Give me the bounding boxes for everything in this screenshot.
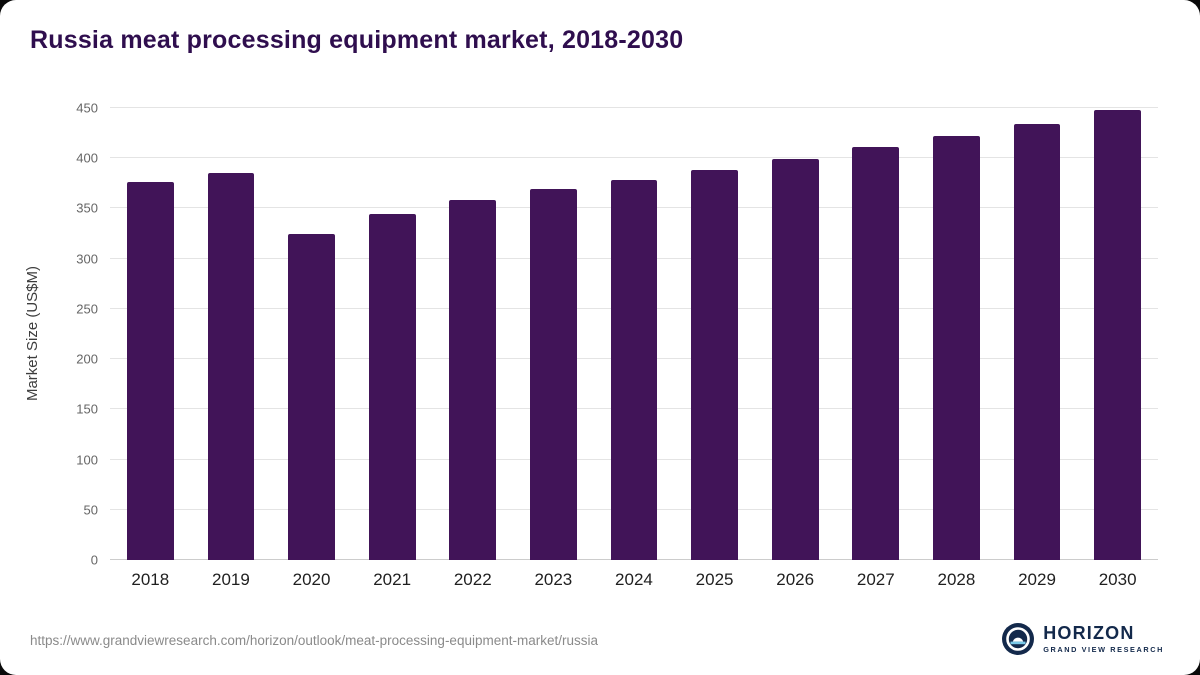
bar-slot	[191, 108, 272, 560]
bar-2021	[368, 214, 416, 560]
bar-2020	[288, 233, 335, 560]
bar-2022	[449, 200, 497, 560]
bar-slot	[352, 108, 433, 560]
x-tick-label: 2021	[373, 570, 412, 589]
bar-2025	[691, 170, 738, 560]
bar-2030	[1094, 110, 1141, 560]
y-tick-label: 250	[76, 301, 98, 317]
x-tick-label: 2029	[1018, 570, 1056, 589]
x-axis-labels: 2018 2019 2020 2021 2022 2023 2024 2025 2026 2027…	[110, 570, 1158, 590]
bar-2023	[529, 189, 577, 560]
bar-2027	[852, 147, 900, 560]
bar-slot	[513, 108, 594, 560]
bar-slot	[594, 108, 675, 560]
y-tick-label: 150	[76, 401, 98, 417]
x-tick-label: 2024	[615, 570, 653, 589]
y-axis-title: Market Size (US$M)	[18, 108, 46, 560]
horizon-logo-icon	[1002, 623, 1035, 655]
y-tick-label: 350	[76, 200, 98, 216]
bar-slot	[835, 108, 916, 560]
bar-2026	[771, 159, 819, 560]
x-tick-label: 2022	[453, 570, 492, 589]
x-tick-label: 2020	[292, 570, 331, 589]
y-tick-label: 200	[76, 351, 98, 367]
plot-area: 0 50 100 150 200 250 300 350 400 450	[76, 102, 1158, 567]
horizon-logo-name: HORIZON	[1043, 623, 1135, 644]
bar-slot	[1077, 108, 1158, 560]
bar-slot	[755, 108, 836, 560]
bars	[110, 108, 1158, 560]
x-tick-label: 2025	[695, 570, 734, 589]
y-tick-label: 300	[76, 251, 98, 267]
bar-slot	[432, 108, 513, 560]
x-tick-label: 2023	[534, 570, 573, 589]
bar-slot	[674, 108, 755, 560]
horizon-logo-subtitle: GRAND VIEW RESEARCH	[1043, 644, 1164, 654]
y-tick-label: 50	[83, 502, 98, 518]
bar-2028	[933, 136, 980, 560]
page-title: Russia meat processing equipment market,…	[30, 26, 684, 54]
source-url: https://www.grandviewresearch.com/horizo…	[30, 633, 598, 648]
x-tick-label: 2019	[212, 570, 250, 589]
bar-slot	[271, 108, 352, 560]
horizon-logo: HORIZON GRAND VIEW RESEARCH	[1002, 623, 1164, 655]
bar-2019	[207, 173, 255, 560]
x-tick-label: 2030	[1098, 570, 1137, 589]
y-tick-label: 450	[76, 100, 98, 116]
bar-2018	[126, 182, 174, 560]
bar-2024	[610, 180, 658, 560]
y-tick-label: 100	[76, 452, 98, 468]
horizon-logo-text: HORIZON GRAND VIEW RESEARCH	[1043, 623, 1164, 654]
bar-slot	[997, 108, 1078, 560]
x-tick-label: 2027	[856, 570, 895, 589]
x-tick-label: 2028	[937, 570, 976, 589]
bar-slot	[916, 108, 997, 560]
gridline	[110, 107, 1158, 108]
y-axis-title-text: Market Size (US$M)	[23, 266, 41, 402]
bar-2029	[1013, 124, 1061, 560]
bar-slot	[110, 108, 191, 560]
y-tick-label: 0	[90, 552, 98, 568]
gridline	[110, 157, 1158, 159]
x-tick-label: 2026	[776, 570, 815, 589]
x-tick-label: 2018	[131, 570, 170, 589]
y-tick-label: 400	[76, 150, 98, 166]
